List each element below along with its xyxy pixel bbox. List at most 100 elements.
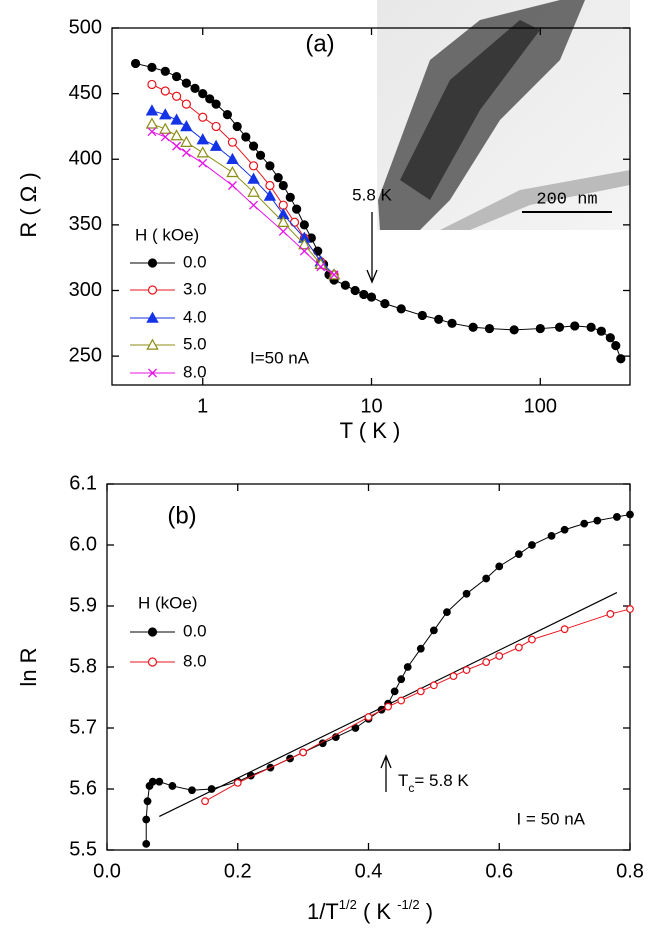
- marker: [547, 531, 556, 540]
- marker: [148, 777, 157, 786]
- y-tick-label: 6.0: [69, 533, 97, 555]
- x-tick-label: 10: [360, 395, 382, 417]
- marker: [181, 99, 191, 109]
- marker: [596, 326, 606, 336]
- y-tick-label: 6.1: [69, 472, 97, 494]
- marker: [316, 262, 326, 272]
- y-tick-label: 5.9: [69, 594, 97, 616]
- marker: [147, 127, 157, 137]
- marker: [482, 658, 491, 667]
- marker: [514, 550, 523, 559]
- marker: [227, 137, 238, 147]
- x-tick-label: 0.0: [93, 860, 121, 882]
- marker: [198, 89, 208, 99]
- x-axis-label-part: 1/2: [339, 897, 357, 912]
- marker: [329, 270, 339, 280]
- marker: [247, 172, 260, 184]
- marker: [429, 626, 438, 635]
- marker: [207, 785, 216, 793]
- marker: [248, 161, 259, 171]
- marker: [168, 782, 177, 790]
- y-tick-label: 300: [69, 279, 102, 301]
- marker: [148, 368, 157, 378]
- marker: [222, 110, 233, 120]
- y-tick-label: 5.6: [69, 777, 97, 799]
- marker: [554, 322, 565, 332]
- marker: [265, 161, 275, 171]
- marker: [509, 325, 519, 335]
- marker: [299, 748, 308, 757]
- marker: [211, 121, 221, 132]
- marker: [233, 779, 242, 787]
- series-line: [145, 514, 631, 844]
- marker: [535, 323, 545, 334]
- marker: [416, 687, 425, 696]
- x-axis-label-part: ( K: [357, 899, 397, 924]
- marker: [397, 696, 406, 705]
- marker: [211, 99, 221, 109]
- arrow: [380, 754, 392, 792]
- y-tick-label: 250: [69, 344, 102, 366]
- marker: [462, 589, 471, 598]
- x-tick-label: 0.8: [616, 860, 644, 882]
- marker: [227, 181, 237, 190]
- marker: [429, 681, 438, 690]
- marker: [170, 129, 183, 141]
- annotation: (b): [167, 502, 196, 529]
- annotation: I=50 nA: [250, 348, 310, 367]
- marker: [366, 292, 377, 302]
- marker: [198, 158, 208, 168]
- marker: [570, 321, 580, 331]
- y-tick-label: 5.5: [69, 838, 97, 860]
- marker: [528, 635, 536, 644]
- y-axis-label: R ( Ω ): [16, 172, 41, 237]
- marker: [482, 574, 491, 583]
- marker: [181, 78, 191, 88]
- marker: [390, 687, 399, 696]
- x-tick-label: 0.4: [355, 860, 383, 882]
- marker: [147, 62, 157, 72]
- marker: [147, 627, 158, 637]
- marker: [611, 341, 621, 351]
- marker: [159, 122, 172, 134]
- marker: [593, 516, 602, 525]
- x-axis-label: T ( K ): [340, 418, 401, 443]
- marker: [209, 139, 223, 151]
- marker: [514, 643, 523, 652]
- marker: [443, 608, 451, 616]
- marker: [241, 132, 251, 142]
- marker: [396, 304, 406, 314]
- marker: [147, 285, 158, 295]
- annotation: I = 50 nA: [516, 809, 585, 828]
- marker: [232, 121, 242, 132]
- marker: [484, 323, 495, 334]
- marker: [205, 94, 215, 104]
- marker: [560, 625, 569, 634]
- marker: [146, 338, 159, 350]
- marker: [350, 285, 360, 296]
- marker: [147, 79, 157, 90]
- marker: [160, 66, 170, 76]
- tc-label-part: = 5.8 K: [414, 771, 469, 790]
- tc-label: Tc= 5.8 K: [398, 771, 469, 795]
- marker: [416, 644, 425, 653]
- marker: [143, 797, 152, 806]
- marker: [462, 666, 471, 674]
- annotation: 5.8 K: [352, 185, 392, 204]
- marker: [434, 314, 444, 324]
- marker: [351, 724, 360, 732]
- marker: [605, 333, 615, 343]
- marker: [247, 185, 260, 197]
- legend-label: 0.0: [183, 252, 207, 271]
- marker: [160, 132, 170, 142]
- marker: [292, 204, 302, 214]
- marker: [196, 133, 209, 145]
- marker: [359, 289, 369, 300]
- marker: [384, 702, 393, 711]
- marker: [273, 173, 283, 183]
- legend-label: 4.0: [183, 307, 207, 326]
- x-tick-label: 100: [524, 395, 557, 417]
- marker: [495, 562, 504, 571]
- marker: [449, 672, 458, 681]
- arrow: [366, 212, 378, 284]
